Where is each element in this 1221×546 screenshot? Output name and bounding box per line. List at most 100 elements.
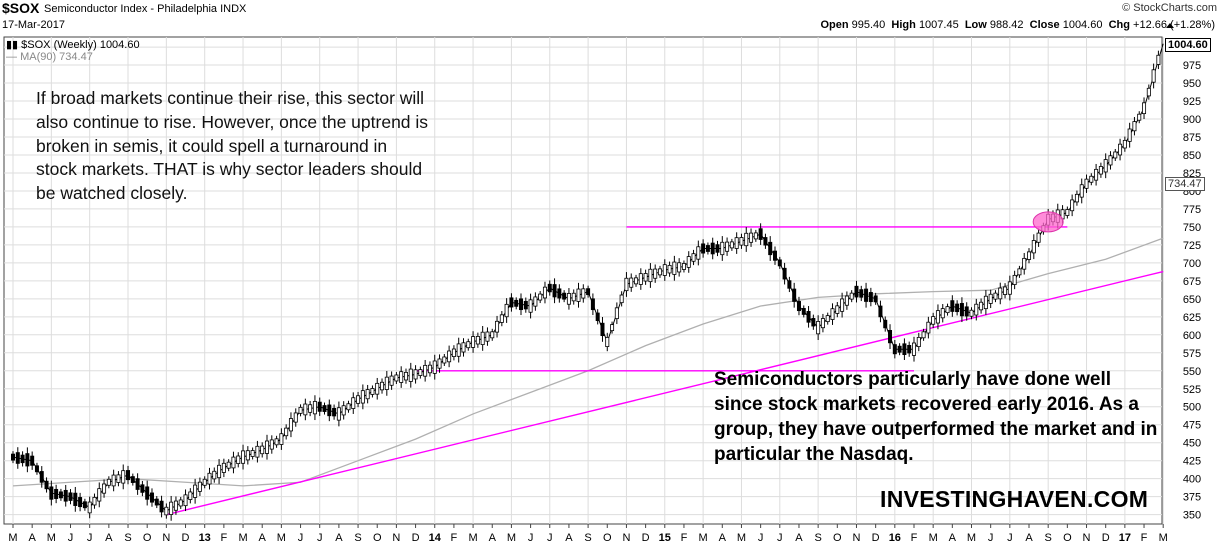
candle-body bbox=[1108, 155, 1113, 166]
x-tick-label: A bbox=[105, 532, 113, 544]
candle-body bbox=[681, 263, 686, 270]
candle-body bbox=[1031, 240, 1036, 254]
candle-body bbox=[78, 497, 83, 508]
x-tick-label: N bbox=[853, 532, 861, 544]
candle-body bbox=[159, 500, 164, 513]
candle-body bbox=[499, 314, 504, 323]
candle-body bbox=[950, 300, 955, 312]
x-tick-label: M bbox=[929, 532, 938, 544]
candle-body bbox=[111, 474, 116, 487]
x-tick-label: M bbox=[737, 532, 746, 544]
candle-body bbox=[102, 483, 107, 494]
candle-body bbox=[10, 453, 15, 461]
candle-body bbox=[969, 309, 974, 317]
candle-body bbox=[528, 299, 533, 313]
candle-body bbox=[212, 470, 217, 480]
candle-body bbox=[725, 241, 730, 252]
y-tick-label: 825 bbox=[1183, 168, 1201, 180]
ohlc-readout: Open 995.40 High 1007.45 Low 988.42 Clos… bbox=[820, 19, 1215, 31]
candle-body bbox=[911, 342, 916, 356]
candle-body bbox=[351, 397, 356, 409]
candle-body bbox=[610, 324, 615, 332]
line-icon: — bbox=[6, 51, 17, 63]
candle-body bbox=[773, 250, 778, 261]
x-tick-label: J bbox=[988, 532, 994, 544]
candle-body bbox=[835, 305, 840, 314]
x-tick-label: O bbox=[833, 532, 842, 544]
candle-body bbox=[480, 331, 485, 346]
candle-body bbox=[1017, 268, 1022, 276]
x-tick-label: A bbox=[335, 532, 343, 544]
x-tick-label: A bbox=[28, 532, 36, 544]
y-tick-label: 425 bbox=[1183, 456, 1201, 468]
candle-body bbox=[1070, 199, 1075, 212]
candle-body bbox=[1074, 193, 1079, 203]
candle-body bbox=[768, 241, 773, 256]
x-tick-label: S bbox=[354, 532, 361, 544]
candle-body bbox=[336, 407, 341, 421]
candle-body bbox=[715, 244, 720, 253]
trendline bbox=[166, 270, 1164, 516]
candle-body bbox=[58, 491, 63, 499]
candle-body bbox=[777, 259, 782, 267]
candle-body bbox=[1089, 175, 1094, 183]
candle-body bbox=[576, 288, 581, 302]
candle-body bbox=[964, 306, 969, 317]
candle-body bbox=[902, 343, 907, 355]
candle-body bbox=[983, 295, 988, 310]
candle-body bbox=[490, 331, 495, 339]
candle-body bbox=[830, 308, 835, 320]
x-tick-label: A bbox=[719, 532, 727, 544]
candle-body bbox=[260, 445, 265, 455]
candle-body bbox=[466, 341, 471, 349]
candle-body bbox=[864, 288, 869, 302]
candle-body bbox=[384, 376, 389, 390]
candle-body bbox=[538, 293, 543, 301]
x-tick-label: J bbox=[68, 532, 74, 544]
y-tick-label: 500 bbox=[1183, 402, 1201, 414]
candle-body bbox=[801, 308, 806, 315]
x-tick-label: A bbox=[259, 532, 267, 544]
symbol-title: $SOX bbox=[2, 0, 40, 16]
annotation-outperformance: Semiconductors particularly have done we… bbox=[714, 369, 1158, 465]
legend-ma-label: MA(90) 734.47 bbox=[20, 51, 93, 63]
y-tick-label: 475 bbox=[1183, 420, 1201, 432]
x-tick-label: D bbox=[182, 532, 190, 544]
candle-body bbox=[758, 228, 763, 240]
chg-label: Chg bbox=[1108, 19, 1130, 31]
candle-body bbox=[931, 316, 936, 325]
candle-body bbox=[20, 454, 25, 464]
x-tick-label: 15 bbox=[659, 532, 671, 544]
x-tick-label: 14 bbox=[429, 532, 442, 544]
legend-price-label: $SOX (Weekly) 1004.60 bbox=[21, 39, 140, 51]
candle-body bbox=[241, 450, 246, 464]
y-tick-label: 875 bbox=[1183, 132, 1201, 144]
candle-body bbox=[298, 406, 303, 414]
x-tick-label: O bbox=[143, 532, 152, 544]
x-tick-label: D bbox=[642, 532, 650, 544]
candle-body bbox=[202, 478, 207, 486]
candle-body bbox=[988, 293, 993, 304]
y-tick-label: 750 bbox=[1183, 222, 1201, 234]
candle-body bbox=[907, 344, 912, 354]
candle-body bbox=[317, 401, 322, 412]
candle-body bbox=[44, 480, 49, 490]
ma-value-tag: 734.47 bbox=[1165, 177, 1205, 191]
x-tick-label: M bbox=[238, 532, 247, 544]
candle-body bbox=[648, 268, 653, 283]
candle-body bbox=[878, 305, 883, 318]
y-tick-label: 775 bbox=[1183, 204, 1201, 216]
y-tick-label: 900 bbox=[1183, 114, 1201, 126]
candle-body bbox=[542, 286, 547, 299]
candle-body bbox=[571, 292, 576, 302]
x-tick-label: N bbox=[1083, 532, 1091, 544]
candle-body bbox=[1127, 128, 1132, 142]
x-axis: M A M J J A S O N D 13 F M A M J J A S O N D 14 F M A M J J A S O N D 15 F M… bbox=[8, 524, 1168, 544]
candle-body bbox=[365, 389, 370, 400]
x-tick-label: J bbox=[528, 532, 534, 544]
candle-body bbox=[389, 375, 394, 386]
candle-body bbox=[87, 501, 92, 514]
open-value: 995.40 bbox=[851, 19, 886, 31]
candle-body bbox=[586, 288, 591, 296]
